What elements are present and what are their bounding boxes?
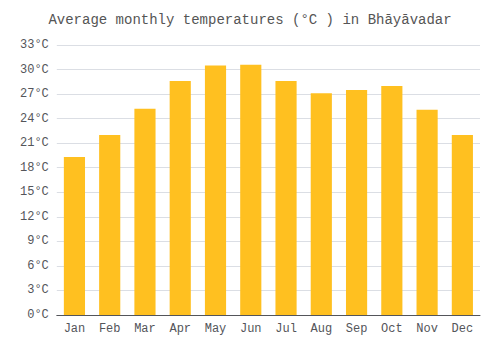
svg-text:Apr: Apr bbox=[169, 322, 191, 336]
svg-text:Feb: Feb bbox=[99, 322, 121, 336]
svg-text:18°C: 18°C bbox=[20, 161, 49, 175]
svg-text:12°C: 12°C bbox=[20, 210, 49, 224]
svg-text:30°C: 30°C bbox=[20, 63, 49, 77]
svg-text:6°C: 6°C bbox=[27, 259, 49, 273]
svg-text:May: May bbox=[205, 322, 227, 336]
svg-text:Jun: Jun bbox=[240, 322, 262, 336]
svg-text:Nov: Nov bbox=[416, 322, 438, 336]
svg-text:27°C: 27°C bbox=[20, 87, 49, 101]
svg-text:Mar: Mar bbox=[134, 322, 156, 336]
svg-text:Dec: Dec bbox=[452, 322, 474, 336]
svg-text:9°C: 9°C bbox=[27, 234, 49, 248]
svg-text:Jul: Jul bbox=[275, 322, 297, 336]
svg-text:3°C: 3°C bbox=[27, 283, 49, 297]
svg-text:Aug: Aug bbox=[310, 322, 332, 336]
svg-text:21°C: 21°C bbox=[20, 136, 49, 150]
svg-text:Average monthly temperatures (: Average monthly temperatures (°C ) in Bh… bbox=[48, 12, 451, 28]
svg-text:Jan: Jan bbox=[64, 322, 86, 336]
svg-text:0°C: 0°C bbox=[27, 308, 49, 322]
svg-text:33°C: 33°C bbox=[20, 38, 49, 52]
svg-text:Sep: Sep bbox=[346, 322, 368, 336]
svg-text:15°C: 15°C bbox=[20, 185, 49, 199]
svg-text:Oct: Oct bbox=[381, 322, 403, 336]
svg-text:24°C: 24°C bbox=[20, 112, 49, 126]
